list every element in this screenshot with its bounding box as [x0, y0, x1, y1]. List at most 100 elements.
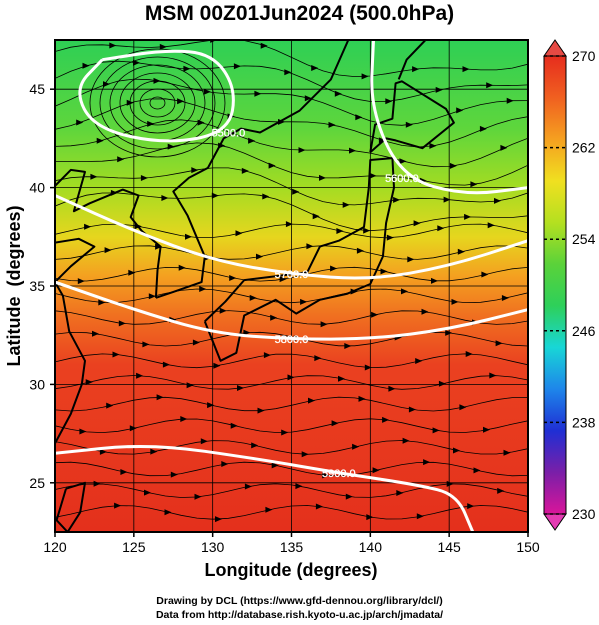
wind-arrow — [199, 286, 207, 292]
contour-label: 5800.0 — [275, 334, 309, 346]
contour-line — [55, 444, 475, 532]
colorbar: 270 262 254 246 238 230 — [543, 39, 596, 531]
wind-arrow — [459, 404, 467, 411]
wind-arrow — [96, 137, 104, 144]
wind-arrow — [453, 447, 460, 454]
wind-arrow — [319, 174, 326, 181]
wind-arrow — [500, 144, 508, 151]
wind-arrow — [104, 247, 112, 254]
y-ticks: 25 30 35 40 45 — [29, 81, 55, 491]
wind-arrow — [159, 43, 167, 50]
wind-arrow — [438, 380, 446, 387]
wind-arrow — [194, 493, 202, 500]
wind-arrow — [249, 294, 257, 301]
wind-arrow — [256, 253, 263, 260]
wind-arrow — [487, 222, 495, 229]
colorbar-tick-label: 238 — [572, 414, 596, 430]
wind-arrow — [233, 63, 241, 70]
wind-arrow — [371, 311, 379, 318]
height-contours: 5500.0 5600.0 5700.0 5800.0 5900.0 — [55, 40, 528, 532]
wind-arrow — [423, 459, 431, 466]
wind-arrow — [185, 233, 192, 240]
wind-arrow — [136, 372, 144, 379]
contour-label: 5900.0 — [322, 468, 356, 480]
y-tick-label: 30 — [29, 376, 45, 392]
coastline — [55, 481, 86, 532]
wind-arrow — [150, 448, 158, 455]
colorbar-bar — [543, 55, 567, 515]
wind-arrow — [481, 271, 489, 278]
coastline — [55, 237, 96, 444]
colorbar-max-arrow — [543, 39, 567, 57]
wind-arrow — [412, 66, 420, 73]
wind-arrow — [380, 268, 388, 275]
wind-arrow — [301, 451, 309, 458]
wind-arrow — [235, 230, 243, 237]
wind-arrow — [248, 137, 256, 144]
wind-arrow — [506, 97, 514, 104]
wind-arrow — [483, 426, 490, 433]
wind-arrow — [85, 379, 93, 386]
wind-arrow — [170, 471, 178, 478]
wind-arrow — [186, 382, 194, 389]
wind-arrow — [388, 385, 396, 392]
wind-arrow — [451, 298, 459, 305]
coastline — [55, 168, 162, 298]
x-axis-label: Longitude (degrees) — [204, 560, 377, 580]
coastline — [397, 40, 427, 80]
wind-arrow — [401, 288, 408, 295]
wind-arrow — [304, 95, 312, 102]
wind-arrow — [457, 248, 465, 255]
wind-arrow — [358, 395, 366, 402]
wind-arrow — [413, 220, 421, 227]
x-tick-label: 125 — [122, 539, 146, 555]
wind-arrow — [429, 142, 437, 149]
wind-arrow — [215, 516, 222, 523]
wind-arrow — [467, 503, 475, 510]
wind-arrow — [144, 489, 151, 496]
x-tick-label: 135 — [280, 539, 304, 555]
wind-arrow — [279, 276, 287, 283]
wind-arrow — [432, 427, 440, 434]
x-tick-label: 145 — [437, 539, 461, 555]
wind-arrow — [219, 307, 227, 314]
coastline — [155, 40, 350, 299]
wind-arrow — [328, 121, 336, 128]
colorbar-tick-label: 262 — [572, 140, 596, 156]
contour-line — [55, 194, 528, 280]
x-tick-label: 130 — [201, 539, 225, 555]
wind-arrow — [503, 449, 511, 456]
wind-arrow — [140, 175, 148, 181]
wind-arrow — [244, 483, 252, 490]
colorbar-tick-label: 230 — [572, 506, 596, 522]
wind-arrow — [431, 277, 438, 284]
wind-arrow — [421, 308, 429, 315]
wind-arrow — [237, 385, 244, 391]
wind-arrow — [162, 361, 170, 368]
wind-arrow — [161, 195, 169, 201]
wind-arrow — [90, 173, 98, 180]
y-axis-label: Latitude (degrees) — [4, 205, 24, 366]
colorbar-tick-label: 246 — [572, 323, 596, 339]
wind-arrow — [84, 223, 92, 230]
wind-arrow — [465, 351, 473, 357]
wind-arrow — [230, 422, 238, 429]
contour-line — [78, 49, 235, 143]
streamline — [129, 80, 186, 126]
wind-arrow — [262, 193, 270, 200]
wind-arrow — [361, 73, 369, 80]
credit-data: Data from http://database.rish.kyoto-u.a… — [155, 609, 444, 621]
credit-drawing: Drawing by DCL (https://www.gfd-dennou.o… — [156, 595, 443, 607]
wind-arrow — [501, 295, 509, 301]
contour-line — [55, 280, 528, 341]
wind-arrow — [295, 483, 303, 490]
wind-arrow — [120, 469, 128, 475]
wind-arrow — [106, 402, 114, 409]
streamline — [149, 96, 166, 110]
wind-arrow — [495, 340, 503, 347]
contour-label: 5600.0 — [385, 173, 419, 185]
wind-arrow — [497, 487, 505, 494]
wind-arrow — [99, 448, 107, 455]
wind-arrow — [271, 462, 279, 469]
wind-arrow — [315, 503, 323, 510]
